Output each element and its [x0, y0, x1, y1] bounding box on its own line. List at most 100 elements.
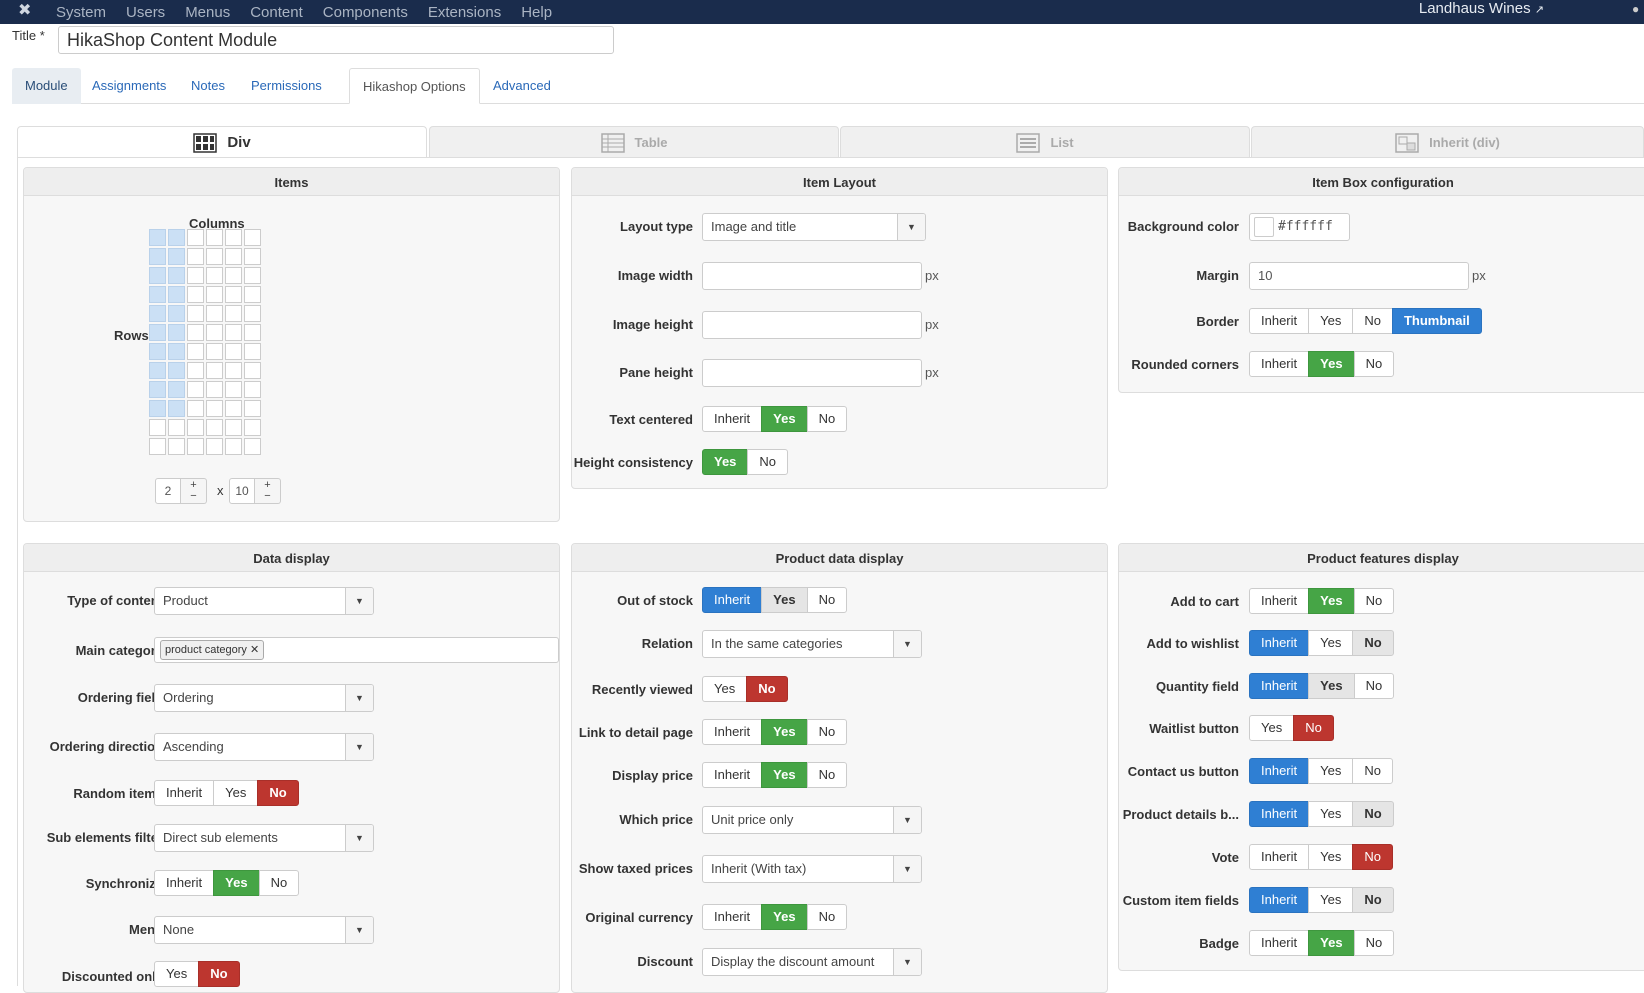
yes-option[interactable]: Yes [1308, 887, 1354, 913]
tab-permissions[interactable]: Permissions [251, 78, 322, 93]
text-centered-toggle[interactable]: Inherit Yes No [702, 406, 848, 432]
inherit-option[interactable]: Inherit [702, 406, 763, 432]
inherit-option[interactable]: Inherit [1249, 758, 1310, 784]
taxed-prices-select[interactable]: Inherit (With tax) ▼ [702, 855, 922, 883]
grid-cell[interactable] [187, 362, 204, 379]
grid-cell[interactable] [187, 286, 204, 303]
grid-cell[interactable] [244, 400, 261, 417]
yes-option[interactable]: Yes [1308, 351, 1355, 377]
columns-stepper[interactable]: 2 + − [155, 478, 207, 504]
yes-option[interactable]: Yes [1308, 758, 1354, 784]
tab-assignments[interactable]: Assignments [92, 78, 167, 93]
tab-module[interactable]: Module [12, 68, 81, 104]
inherit-option[interactable]: Inherit [1249, 930, 1310, 956]
image-width-input[interactable] [702, 262, 922, 290]
grid-cell[interactable] [168, 381, 185, 398]
contact-us-toggle[interactable]: Inherit Yes No [1249, 758, 1393, 784]
no-option[interactable]: No [258, 870, 300, 896]
grid-cell[interactable] [187, 267, 204, 284]
grid-cell[interactable] [206, 343, 223, 360]
sub-elements-filter-select[interactable]: Direct sub elements ▼ [154, 824, 374, 852]
no-option[interactable]: No [806, 719, 848, 745]
no-option[interactable]: No [1352, 630, 1394, 656]
grid-cell[interactable] [225, 400, 242, 417]
inherit-option[interactable]: Inherit [1249, 887, 1310, 913]
grid-cell[interactable] [225, 324, 242, 341]
menu-system[interactable]: System [56, 3, 107, 21]
which-price-select[interactable]: Unit price only ▼ [702, 806, 922, 834]
site-link[interactable]: Landhaus Wines ↗ [1419, 0, 1544, 24]
grid-cell[interactable] [187, 305, 204, 322]
grid-cell[interactable] [187, 400, 204, 417]
grid-cell[interactable] [149, 343, 166, 360]
grid-cell[interactable] [225, 305, 242, 322]
grid-cell[interactable] [206, 248, 223, 265]
inherit-option[interactable]: Inherit [1249, 630, 1310, 656]
grid-cell[interactable] [187, 229, 204, 246]
image-height-input[interactable] [702, 311, 922, 339]
no-option[interactable]: No [1353, 351, 1395, 377]
menu-content[interactable]: Content [250, 3, 303, 21]
tab-advanced[interactable]: Advanced [493, 78, 551, 93]
margin-input[interactable]: 10 [1249, 262, 1469, 290]
grid-cell[interactable] [149, 362, 166, 379]
badge-toggle[interactable]: Inherit Yes No [1249, 930, 1395, 956]
inherit-option[interactable]: Inherit [154, 780, 215, 806]
inherit-option[interactable]: Inherit [702, 719, 763, 745]
grid-cell[interactable] [187, 419, 204, 436]
grid-cell[interactable] [244, 438, 261, 455]
no-option[interactable]: No [1352, 308, 1393, 334]
inherit-option[interactable]: Inherit [702, 904, 763, 930]
link-detail-toggle[interactable]: Inherit Yes No [702, 719, 848, 745]
columns-value[interactable]: 2 [155, 478, 181, 504]
close-icon[interactable]: ✕ [250, 644, 260, 656]
yes-option[interactable]: Yes [761, 406, 808, 432]
grid-cell[interactable] [168, 305, 185, 322]
inherit-option[interactable]: Inherit [1249, 588, 1310, 614]
yes-option[interactable]: Yes [1308, 308, 1354, 334]
tab-notes[interactable]: Notes [191, 78, 225, 93]
yes-option[interactable]: Yes [761, 762, 808, 788]
color-swatch[interactable] [1254, 217, 1274, 237]
menu-components[interactable]: Components [322, 3, 408, 21]
grid-cell[interactable] [206, 438, 223, 455]
grid-cell[interactable] [225, 438, 242, 455]
waitlist-button-toggle[interactable]: Yes No [1249, 715, 1334, 741]
no-option[interactable]: No [1352, 844, 1393, 870]
grid-cell[interactable] [168, 400, 185, 417]
vote-toggle[interactable]: Inherit Yes No [1249, 844, 1393, 870]
discounted-only-toggle[interactable]: Yes No [154, 961, 240, 987]
layout-tab-list[interactable]: List [840, 126, 1250, 158]
layout-tab-inherit[interactable]: Inherit (div) [1251, 126, 1644, 158]
inherit-option[interactable]: Inherit [1249, 308, 1310, 334]
rows-plus-minus-button[interactable]: + − [255, 478, 281, 504]
yes-option[interactable]: Yes [761, 904, 808, 930]
grid-cell[interactable] [244, 381, 261, 398]
grid-cell[interactable] [149, 286, 166, 303]
yes-option[interactable]: Yes [702, 449, 749, 475]
plus-icon[interactable]: + [264, 479, 271, 491]
grid-cell[interactable] [206, 324, 223, 341]
tab-hikashop-options[interactable]: Hikashop Options [349, 68, 480, 104]
grid-cell[interactable] [168, 229, 185, 246]
yes-option[interactable]: Yes [761, 587, 808, 613]
recently-viewed-toggle[interactable]: Yes No [702, 676, 788, 702]
grid-cell[interactable] [225, 381, 242, 398]
columns-plus-minus-button[interactable]: + − [181, 478, 207, 504]
minus-icon[interactable]: − [264, 490, 271, 502]
grid-cell[interactable] [244, 229, 261, 246]
grid-cell[interactable] [149, 305, 166, 322]
minus-icon[interactable]: − [190, 490, 197, 502]
grid-cell[interactable] [168, 362, 185, 379]
yes-option[interactable]: Yes [213, 870, 260, 896]
yes-option[interactable]: Yes [761, 719, 808, 745]
grid-cell[interactable] [149, 229, 166, 246]
out-of-stock-toggle[interactable]: Inherit Yes No [702, 587, 848, 613]
yes-option[interactable]: Yes [213, 780, 259, 806]
grid-cell[interactable] [168, 438, 185, 455]
yes-option[interactable]: Yes [1308, 630, 1354, 656]
grid-cell[interactable] [206, 419, 223, 436]
add-to-cart-toggle[interactable]: Inherit Yes No [1249, 588, 1395, 614]
original-currency-toggle[interactable]: Inherit Yes No [702, 904, 848, 930]
grid-cell[interactable] [244, 362, 261, 379]
